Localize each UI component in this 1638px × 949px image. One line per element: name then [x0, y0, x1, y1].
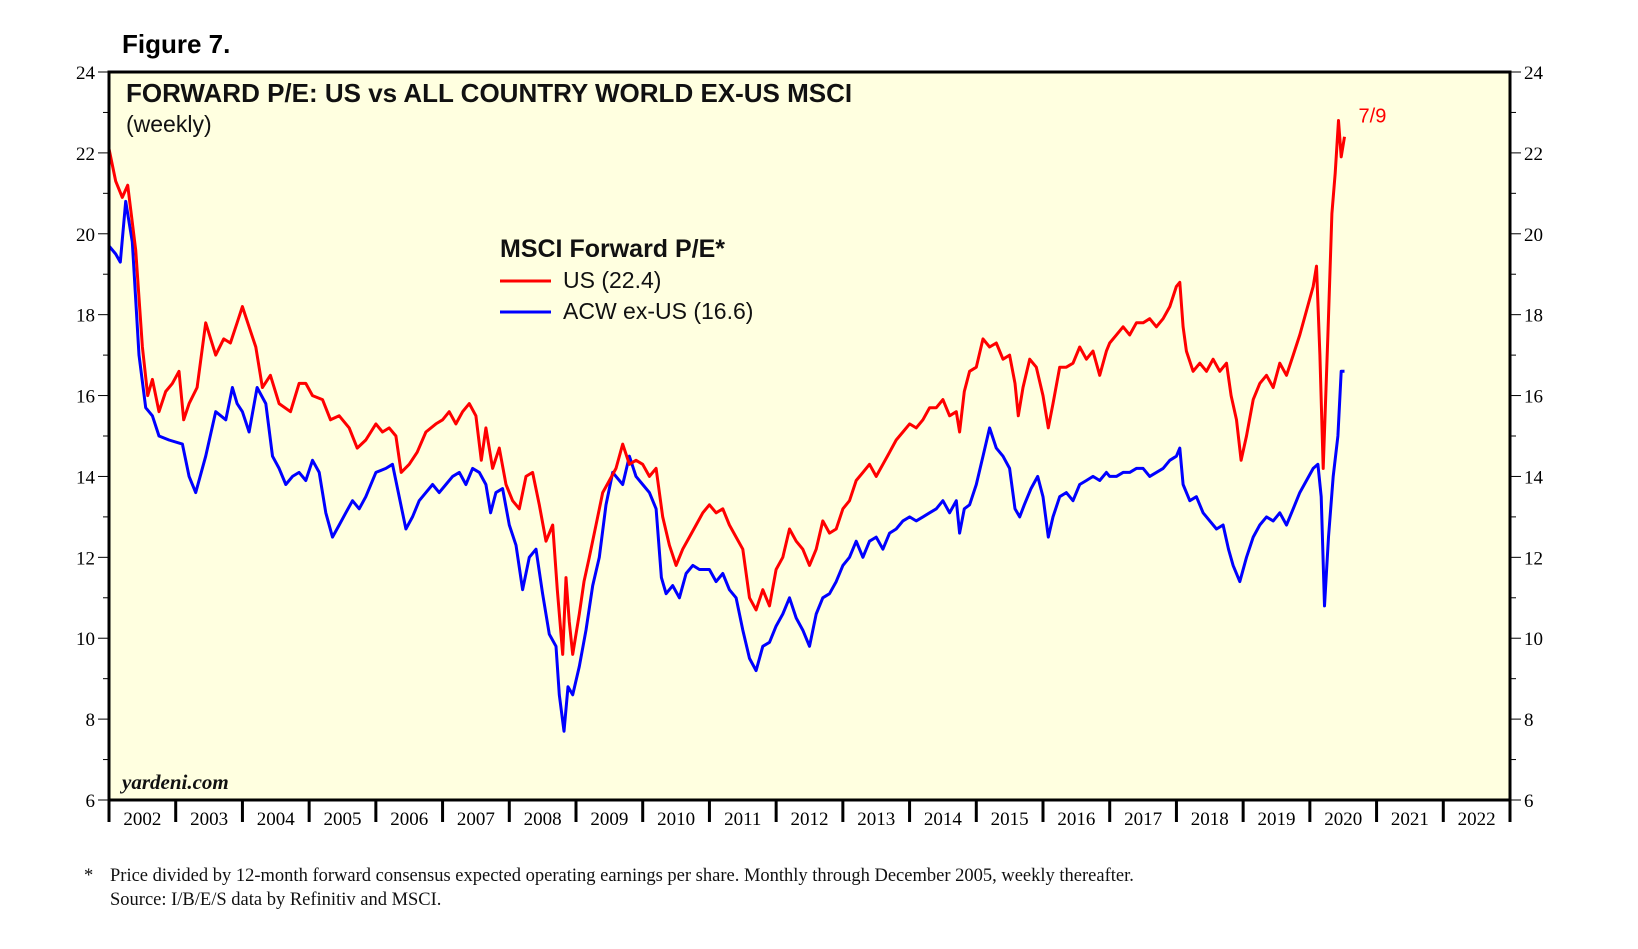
x-tick-label: 2007 [457, 809, 495, 830]
figure-label: Figure 7. [122, 29, 230, 59]
x-tick-label: 2011 [724, 809, 761, 830]
x-tick-label: 2018 [1191, 809, 1229, 830]
y-tick-label-right: 22 [1524, 144, 1543, 165]
x-tick-label: 2009 [590, 809, 628, 830]
y-tick-label-right: 24 [1524, 63, 1544, 84]
y-tick-label-left: 8 [86, 710, 96, 731]
y-tick-label-left: 22 [76, 144, 95, 165]
series-layer [107, 119, 1346, 733]
y-tick-label-right: 14 [1524, 467, 1544, 488]
y-tick-label-right: 8 [1524, 710, 1534, 731]
latest-date-annotation: 7/9 [1359, 106, 1387, 128]
plot-frame [107, 70, 1512, 802]
x-tick-label: 2019 [1258, 809, 1296, 830]
legend-label-us: US (22.4) [563, 267, 661, 293]
y-tick-label-right: 18 [1524, 306, 1543, 327]
x-tick-label: 2022 [1458, 809, 1496, 830]
y-tick-label-right: 16 [1524, 387, 1543, 408]
x-tick-label: 2004 [257, 809, 296, 830]
footnote-text: Price divided by 12-month forward consen… [110, 866, 1134, 886]
x-tick-label: 2013 [857, 809, 895, 830]
x-axis: 2002 2003 2004 2005 2006 2007 2008 2009 2010 2011… [107, 800, 1512, 830]
x-tick-label: 2014 [924, 809, 963, 830]
acw-series-line [107, 199, 1345, 733]
y-tick-label-right: 12 [1524, 548, 1543, 569]
legend-label-acw: ACW ex-US (16.6) [563, 298, 753, 324]
x-tick-label: 2020 [1324, 809, 1362, 830]
legend: MSCI Forward P/E* US (22.4) ACW ex-US (1… [500, 235, 753, 324]
x-tick-label: 2015 [991, 809, 1029, 830]
x-tick-label: 2002 [123, 809, 161, 830]
x-tick-label: 2006 [390, 809, 428, 830]
y-tick-label-right: 20 [1524, 225, 1543, 246]
chart-title: FORWARD P/E: US vs ALL COUNTRY WORLD EX-… [126, 78, 852, 108]
x-tick-label: 2003 [190, 809, 228, 830]
y-tick-label-right: 6 [1524, 791, 1534, 812]
y-tick-label-left: 10 [76, 629, 95, 650]
y-tick-label-left: 20 [76, 225, 95, 246]
y-tick-label-left: 12 [76, 548, 95, 569]
y-axis-left: 6 8 10 12 14 16 18 20 22 24 [76, 63, 109, 812]
us-series-line [107, 119, 1346, 656]
y-tick-label-left: 14 [76, 467, 96, 488]
y-tick-label-left: 18 [76, 306, 95, 327]
x-tick-label: 2021 [1391, 809, 1429, 830]
x-tick-label: 2005 [324, 809, 362, 830]
watermark: yardeni.com [119, 770, 229, 794]
y-tick-label-left: 16 [76, 387, 95, 408]
y-axis-right: 6 8 10 12 14 16 18 20 22 24 [1510, 63, 1544, 812]
x-tick-label: 2008 [524, 809, 562, 830]
y-tick-label-right: 10 [1524, 629, 1543, 650]
x-tick-label: 2017 [1124, 809, 1162, 830]
legend-title: MSCI Forward P/E* [500, 235, 725, 263]
y-tick-label-left: 24 [76, 63, 96, 84]
x-tick-label: 2012 [791, 809, 829, 830]
x-tick-label: 2016 [1057, 809, 1095, 830]
footnote-marker: * [84, 866, 93, 886]
source-text: Source: I/B/E/S data by Refinitiv and MS… [110, 890, 441, 910]
x-tick-label: 2010 [657, 809, 695, 830]
y-tick-label-left: 6 [86, 791, 96, 812]
chart-subtitle: (weekly) [126, 111, 212, 137]
plot-area [109, 72, 1510, 800]
